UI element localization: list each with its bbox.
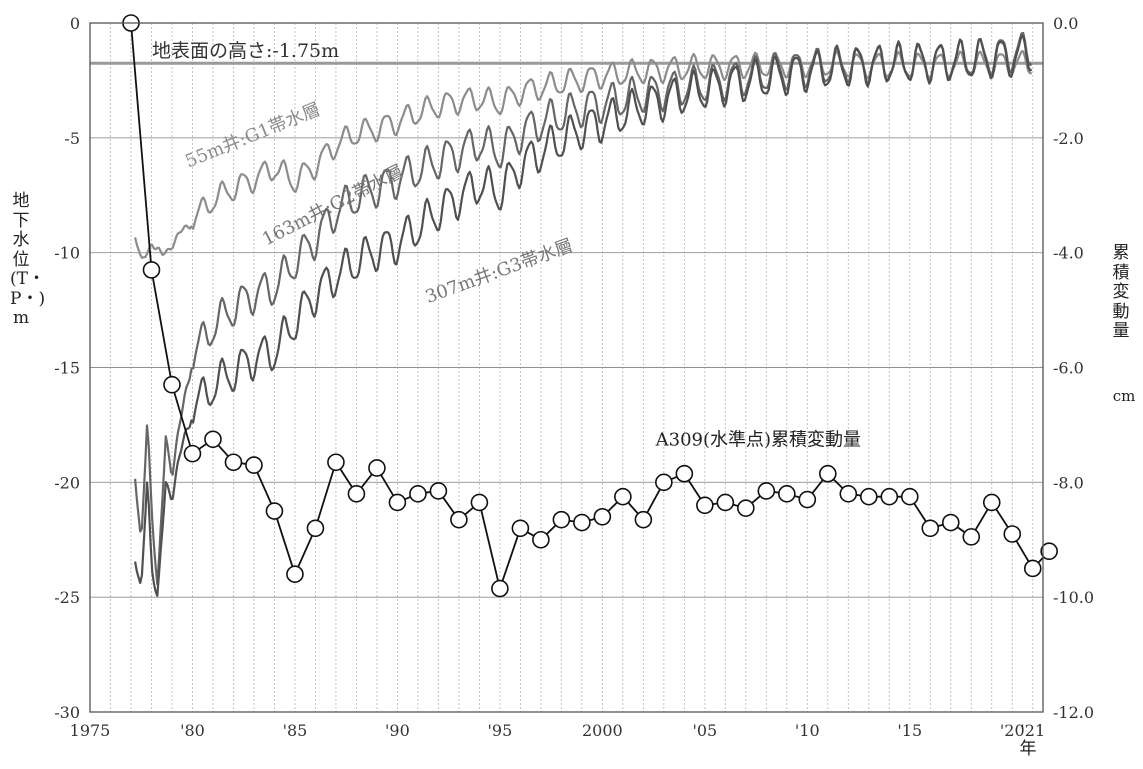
x-tick-label: '15 (897, 721, 922, 740)
left-tick-label: -20 (54, 473, 80, 492)
right-tick-label: 0.0 (1053, 14, 1078, 33)
data-point (429, 482, 448, 500)
right-tick-label: -2.0 (1053, 129, 1084, 148)
data-point (306, 519, 325, 538)
data-point (655, 473, 673, 492)
data-point (552, 510, 571, 529)
left-tick-label: 0 (70, 14, 80, 33)
data-point (614, 487, 632, 506)
ground-level-line-group: 地表面の高さ:-1.75m (90, 40, 1043, 65)
x-tick-label: 1975 (70, 721, 111, 740)
data-point (1023, 559, 1042, 578)
x-tick-label: '95 (488, 721, 513, 740)
data-point (511, 519, 530, 538)
data-point (921, 519, 940, 538)
left-tick-label: -15 (54, 359, 80, 378)
right-axis-ticks: 0.0 -2.0 -4.0 -6.0 -8.0 -10.0 -12.0 (1053, 14, 1094, 722)
data-point (163, 375, 181, 394)
data-point (183, 444, 202, 463)
series-annotation: A309(水準点)累積変動量 (655, 430, 861, 451)
x-tick-label: '21 (1020, 721, 1045, 740)
right-tick-label: -8.0 (1053, 473, 1084, 492)
data-point (327, 453, 345, 472)
right-axis-unit: cm (1112, 387, 1136, 405)
data-point (839, 485, 858, 503)
x-tick-label: '90 (385, 721, 410, 740)
x-axis-ticks: 1975 '80 '85 '90 '95 2000 '05 '10 '15 '20'21 (70, 721, 1045, 740)
data-point (347, 485, 366, 503)
left-axis-ticks: 0 -5 -10 -15 -20 -25 -30 (54, 14, 80, 722)
data-point (265, 502, 284, 520)
data-point (286, 565, 304, 584)
series-line (130, 22, 1050, 592)
series-line (134, 34, 1033, 597)
x-tick-label: '10 (795, 721, 820, 740)
data-point (900, 487, 919, 506)
data-point (859, 487, 878, 506)
data-point (491, 579, 509, 598)
data-point (142, 261, 161, 279)
data-point (941, 513, 960, 532)
data-point (798, 490, 817, 509)
data-point (716, 493, 735, 512)
data-point (388, 493, 407, 512)
data-point (593, 507, 612, 526)
right-axis-title: 累積変動量 (1112, 243, 1130, 342)
data-point (368, 459, 386, 477)
x-tick-label: 2000 (582, 721, 623, 740)
left-tick-label: -5 (64, 129, 80, 148)
data-point (634, 510, 653, 529)
benchmark-series-group (122, 14, 1058, 598)
x-tick-label: '85 (283, 721, 308, 740)
data-point (204, 430, 222, 449)
data-point (245, 456, 263, 474)
data-point (696, 496, 714, 515)
series-annotation: 55m井:G1帯水層 (182, 99, 323, 172)
left-tick-label: -25 (54, 588, 80, 607)
data-point (573, 513, 591, 532)
x-tick-label: '20 (1000, 721, 1025, 740)
data-point (819, 464, 837, 483)
right-tick-label: -4.0 (1053, 244, 1084, 263)
data-point (409, 485, 427, 503)
data-point (450, 510, 468, 529)
data-point (532, 530, 550, 549)
data-point (470, 493, 489, 512)
x-tick-label: '05 (692, 721, 717, 740)
x-axis-unit: 年 (1019, 739, 1037, 759)
left-tick-label: -30 (54, 703, 80, 722)
right-tick-label: -6.0 (1053, 359, 1084, 378)
left-tick-label: -10 (54, 244, 80, 263)
data-point (224, 453, 243, 472)
series-annotation: 163m井:G2帯水層 (259, 161, 407, 250)
data-point (1003, 525, 1022, 543)
right-tick-label: -10.0 (1053, 588, 1094, 607)
series-annotation: 307m井:G3帯水層 (423, 235, 576, 308)
plot-frame (89, 22, 1044, 713)
data-point (982, 493, 1001, 512)
left-axis-title: 地下水位(T・P・)m (10, 191, 46, 329)
data-point (962, 528, 981, 546)
x-tick-label: '80 (180, 721, 205, 740)
data-point (737, 499, 755, 517)
ground-level-label: 地表面の高さ:-1.75m (152, 40, 339, 62)
groundwater-series-group (134, 31, 1033, 597)
data-point (675, 464, 694, 483)
data-point (757, 482, 776, 500)
data-point (880, 487, 899, 506)
data-point (1040, 542, 1058, 561)
right-tick-label: -12.0 (1053, 703, 1094, 722)
data-point (778, 485, 796, 503)
